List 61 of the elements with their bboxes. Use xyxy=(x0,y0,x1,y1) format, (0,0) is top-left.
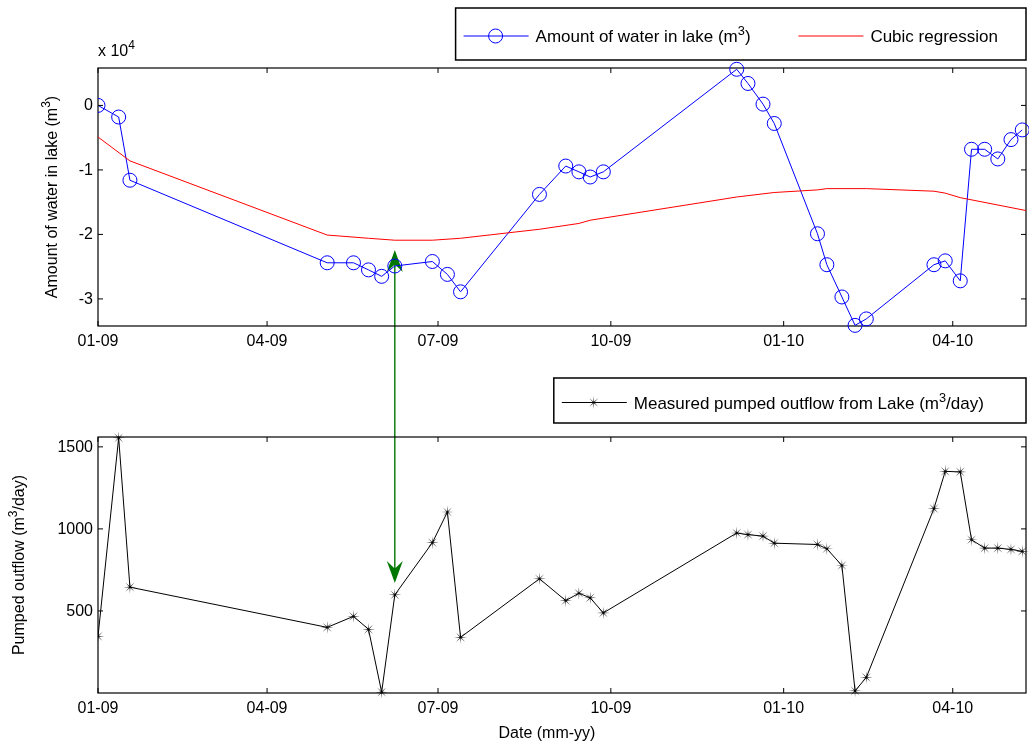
point xyxy=(453,284,469,300)
point xyxy=(1014,122,1029,138)
point xyxy=(425,536,439,550)
text: x 10$^{4}$ xyxy=(98,38,136,59)
x-axis-title: Date (mm-yy) xyxy=(498,724,596,741)
point xyxy=(582,169,598,185)
x-tick-label: 10-09 xyxy=(590,699,632,716)
point xyxy=(454,630,468,644)
point xyxy=(964,141,980,157)
x-tick-label: 07-09 xyxy=(417,699,459,716)
point xyxy=(952,273,968,289)
point xyxy=(424,254,440,269)
x-tick-label: 04-10 xyxy=(932,699,974,716)
point xyxy=(847,317,863,333)
point xyxy=(729,61,745,77)
point xyxy=(387,258,403,274)
point xyxy=(595,164,611,180)
point xyxy=(990,151,1006,167)
y-tick-label: 0 xyxy=(84,96,94,114)
x-tick-label: 01-09 xyxy=(77,332,119,349)
point xyxy=(740,75,756,91)
point xyxy=(926,257,942,273)
point xyxy=(766,115,782,131)
x-tick-label: 04-10 xyxy=(932,332,974,349)
y-tick-label: -2 xyxy=(78,225,94,243)
x-tick-label: 01-10 xyxy=(763,699,805,716)
point xyxy=(977,141,993,157)
point xyxy=(809,226,825,242)
legend-label: Measured pumped outflow from Lake (m$^{3}$/day) xyxy=(633,389,984,413)
legend-label: Amount of water in lake (m$^{3}$) xyxy=(535,22,751,46)
point xyxy=(439,266,455,282)
point xyxy=(345,255,361,271)
point xyxy=(834,289,850,305)
point xyxy=(1003,132,1019,148)
x-tick-label: 01-10 xyxy=(763,332,805,349)
x-tick-label: 01-09 xyxy=(77,699,119,716)
legend-label: Cubic regression xyxy=(870,27,998,46)
point xyxy=(122,172,138,188)
point xyxy=(819,257,835,273)
y-tick-label: 500 xyxy=(66,601,94,619)
y-tick-label: 1500 xyxy=(57,437,94,455)
y-tick-label: -3 xyxy=(78,289,94,307)
x-tick-label: 04-09 xyxy=(246,699,288,716)
x-tick-label: 04-09 xyxy=(246,332,288,349)
line-series xyxy=(98,136,1027,241)
point xyxy=(937,253,953,269)
point xyxy=(111,109,127,125)
x-tick-label: 07-09 xyxy=(417,332,459,349)
point xyxy=(361,262,377,278)
point xyxy=(858,311,874,327)
point xyxy=(755,96,771,112)
point xyxy=(346,609,360,623)
point xyxy=(374,268,390,284)
y-tick-label: -1 xyxy=(78,160,94,178)
point xyxy=(531,186,547,202)
point xyxy=(319,255,335,271)
point xyxy=(571,164,587,180)
point xyxy=(558,158,574,174)
x-tick-label: 10-09 xyxy=(590,332,632,349)
y-tick-label: 1000 xyxy=(57,519,94,537)
point xyxy=(810,537,824,551)
